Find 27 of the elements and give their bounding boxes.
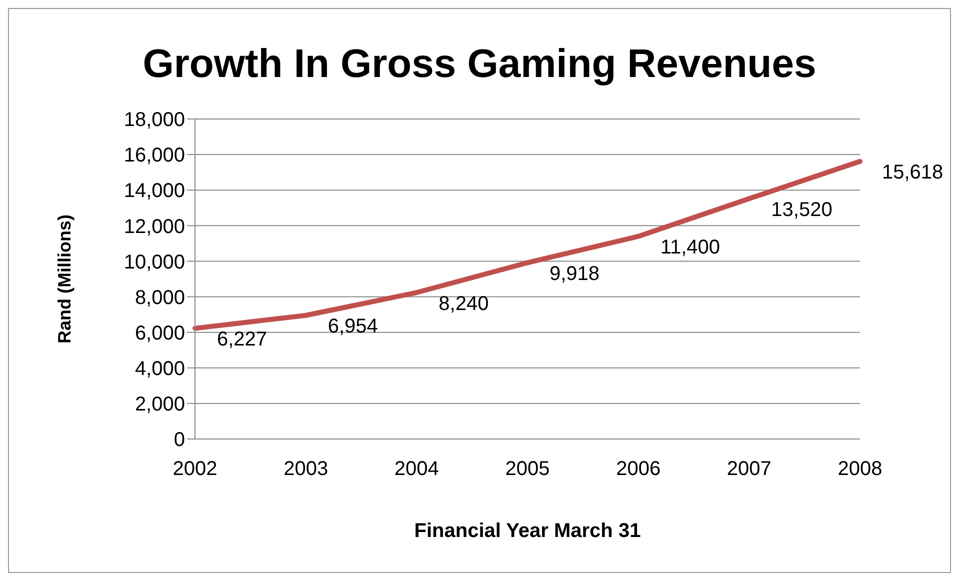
y-tick-label: 12,000 [124, 216, 185, 238]
y-tick-label: 8,000 [134, 286, 185, 309]
x-axis-title: Financial Year March 31 [414, 520, 641, 542]
x-tick-label: 2006 [616, 458, 661, 480]
y-tick-label: 18,000 [124, 109, 185, 132]
y-tick-label: 16,000 [124, 144, 185, 167]
y-tick-label: 14,000 [124, 180, 185, 202]
chart-title: Growth In Gross Gaming Revenues [142, 41, 818, 88]
x-tick-label: 2007 [726, 458, 772, 480]
data-label: 11,400 [660, 236, 720, 259]
data-label: 13,520 [771, 198, 832, 221]
x-tick-label: 2004 [394, 458, 439, 480]
y-tick-label: 0 [174, 429, 185, 452]
x-tick-label: 2008 [838, 458, 882, 480]
x-tick-label: 2002 [172, 458, 218, 480]
x-tick-label: 2005 [505, 458, 550, 480]
data-label: 8,240 [438, 292, 489, 315]
data-label: 6,954 [328, 316, 378, 338]
y-tick-label: 10,000 [124, 251, 185, 274]
y-tick-label: 6,000 [134, 322, 185, 344]
x-tick-label: 2003 [284, 458, 328, 480]
data-label: 9,918 [550, 262, 600, 285]
y-tick-label: 4,000 [134, 358, 185, 380]
y-axis-title: Rand (Millions) [54, 214, 74, 344]
data-label: 15,618 [882, 162, 944, 184]
y-tick-label: 2,000 [134, 394, 185, 416]
data-label: 6,227 [217, 328, 268, 351]
